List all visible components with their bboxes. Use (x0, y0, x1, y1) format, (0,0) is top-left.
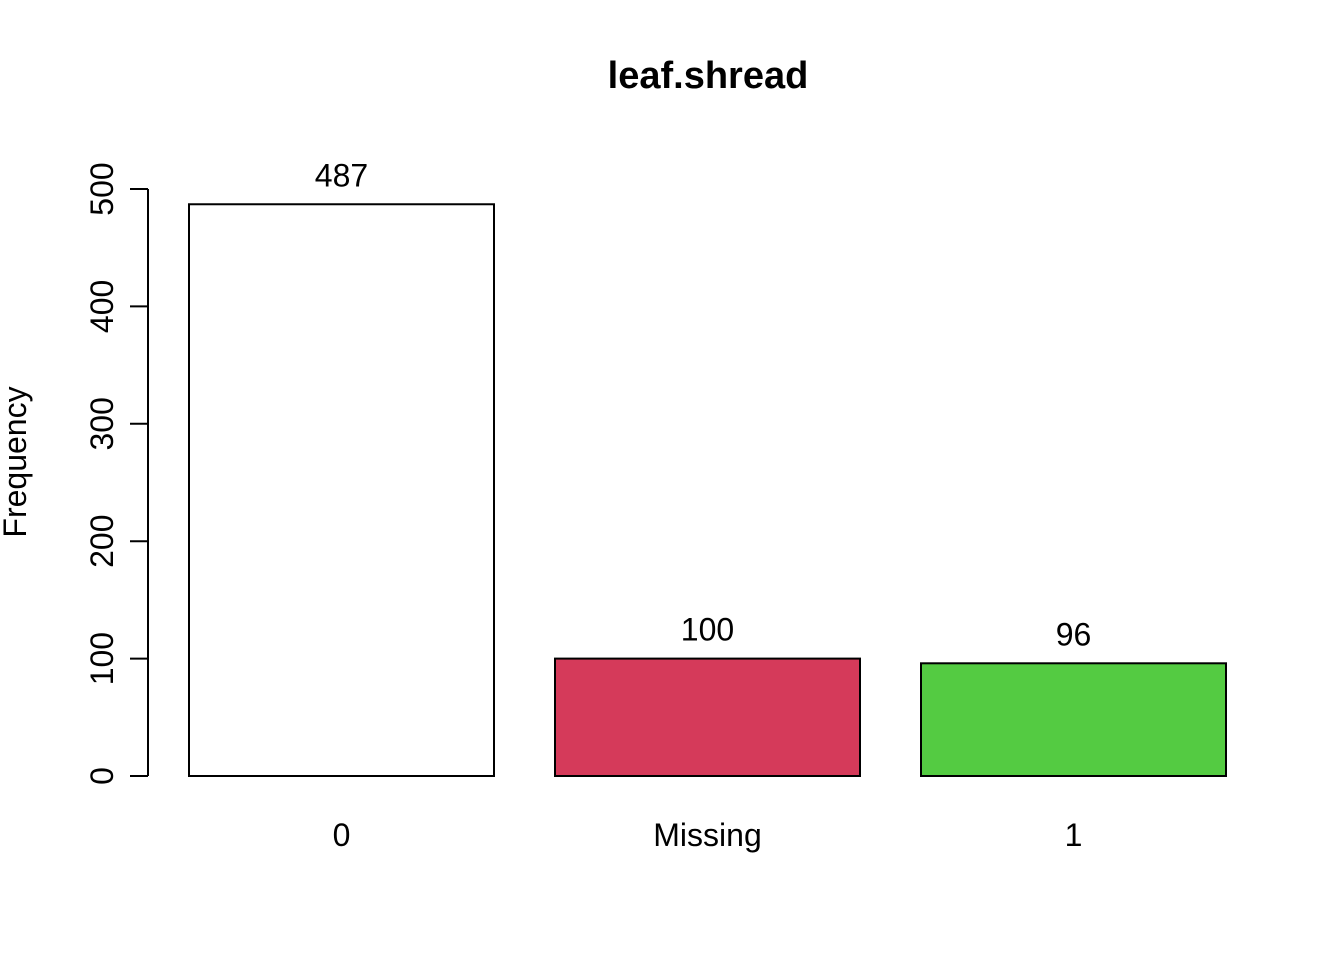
bar (554, 657, 861, 777)
y-tick-label: 500 (84, 162, 120, 215)
x-category-label: Missing (653, 817, 761, 853)
data-labels: 487 100 96 (315, 157, 1091, 652)
y-tick-label: 200 (84, 515, 120, 568)
x-category-label: 0 (333, 817, 351, 853)
bar-value-label: 100 (681, 612, 734, 648)
category-labels: 0 Missing 1 (333, 817, 1083, 853)
y-tick-label: 0 (84, 767, 120, 785)
bars (188, 203, 1227, 778)
x-category-label: 1 (1065, 817, 1083, 853)
bar-value-label: 487 (315, 157, 368, 193)
bar (188, 203, 495, 777)
y-axis-label: Frequency (0, 386, 33, 537)
bar-value-label: 96 (1056, 616, 1092, 652)
y-axis: 0 100 200 300 400 500 (84, 162, 149, 785)
chart-title: leaf.shread (608, 55, 809, 97)
y-tick-label: 400 (84, 280, 120, 333)
y-tick-label: 300 (84, 397, 120, 450)
bar (920, 662, 1227, 778)
y-tick-label: 100 (84, 632, 120, 685)
